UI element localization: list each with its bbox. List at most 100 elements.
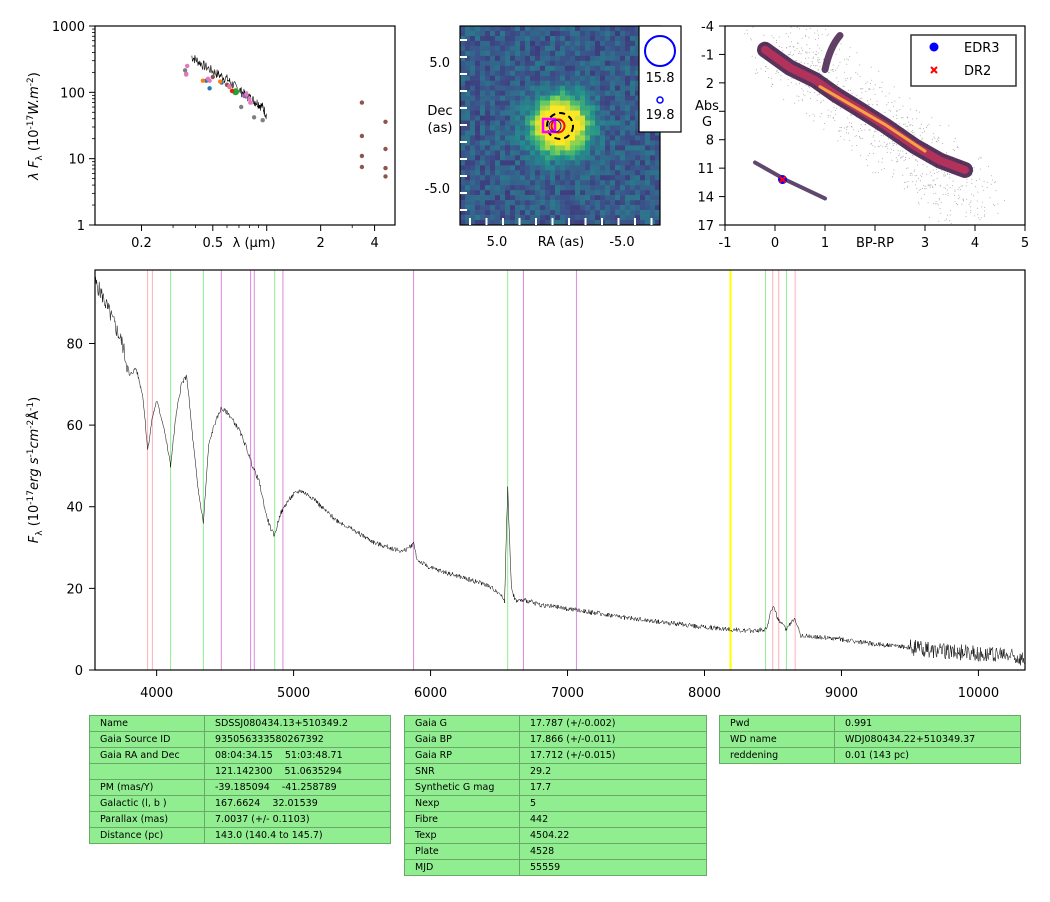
- image-pixels: [460, 26, 661, 226]
- table-value-cell: 08:04:34.15 51:03:48.71: [204, 747, 391, 764]
- sed-xticklabel: 0.5: [202, 236, 223, 251]
- hrd-main-sequence-core: [818, 85, 927, 153]
- sed-yticklabel: 100: [60, 86, 85, 101]
- table-key-cell: Gaia BP: [404, 731, 520, 748]
- hrd-legend: EDR3 DR2: [910, 34, 1017, 87]
- sed-yticklabel: 1000: [52, 20, 85, 35]
- hrd-panel: -4 -1 2 8 11 14 17 -1 0 1 BP-RP 3 4 5 Abs G EDR3 DR2: [695, 20, 1029, 251]
- image-yticklabel: -5.0: [425, 182, 450, 197]
- table-value-cell: SDSSJ080434.13+510349.2: [204, 715, 391, 732]
- hrd-xticklabel: BP-RP: [856, 236, 894, 251]
- spectrum-line: [95, 276, 1025, 666]
- sed-point: [383, 174, 388, 179]
- table-value-cell: 17.787 (+/-0.002): [519, 715, 707, 732]
- table-value-cell: WDJ080434.22+510349.37: [834, 731, 1021, 748]
- table-row: Gaia RP 17.712 (+/-0.015): [404, 747, 707, 764]
- table-row: reddening 0.01 (143 pc): [719, 747, 1021, 764]
- hrd-ylabel-line2: G: [702, 115, 712, 130]
- hrd-yticklabel: 8: [706, 134, 714, 149]
- table-row: Texp 4504.22: [404, 827, 707, 844]
- hrd-legend-box: [910, 34, 1017, 87]
- info-table-2: Gaia G 17.787 (+/-0.002) Gaia BP 17.866 (+/…: [404, 715, 707, 876]
- sed-xticklabel: 2: [317, 236, 325, 251]
- table-key-cell: SNR: [404, 763, 520, 780]
- hrd-point-dr2: [778, 175, 787, 184]
- sed-point: [185, 63, 190, 69]
- hrd-xticklabel: 4: [971, 236, 979, 251]
- table-key-cell: Synthetic G mag: [404, 779, 520, 796]
- hrd-white-dwarf-sequence: [753, 160, 827, 201]
- spectrum-xticklabel: 7000: [551, 686, 584, 701]
- spectrum-yticklabel: 20: [66, 582, 83, 597]
- target-circle-red: [550, 118, 566, 134]
- hrd-xticklabel: 1: [821, 236, 829, 251]
- table-value-cell: 143.0 (140.4 to 145.7): [204, 827, 391, 844]
- table-value-cell: 0.01 (143 pc): [834, 747, 1021, 764]
- hrd-xticklabel: -1: [719, 236, 732, 251]
- image-panel: 5.0 -5.0 5.0 -5.0 RA (as) Dec (as) 15.8 19.8: [425, 25, 682, 250]
- table-key-cell: Gaia RA and Dec: [89, 747, 205, 764]
- table-key-cell: PM (mas/Y): [89, 779, 205, 796]
- sed-panel: 1 10 100 1000 0.2 0.5 λ (μm) 2 4 λ Fλ (10-17W.m-…: [26, 20, 396, 251]
- hrd-xticklabel: 0: [771, 236, 779, 251]
- hrd-yticklabel: -4: [701, 20, 714, 35]
- table-key-cell: Galactic (l, b ): [89, 795, 205, 812]
- table-key-cell: Gaia RP: [404, 747, 520, 764]
- spectrum-xticklabel: 5000: [277, 686, 310, 701]
- spectrum-panel: 0 20 40 60 80 4000 5000 6000 7000 8000 9000 10000 F…: [26, 269, 1026, 701]
- image-legend-label: 19.8: [646, 108, 675, 123]
- table-value-cell: 121.142300 51.0635294: [204, 763, 391, 780]
- sed-point: [359, 133, 365, 139]
- sed-xticklabel: 4: [370, 236, 378, 251]
- hrd-legend-label: EDR3: [964, 41, 1000, 56]
- sed-point: [182, 68, 188, 73]
- sed-point: [260, 118, 265, 123]
- sed-yticklabel: 10: [68, 153, 85, 168]
- sed-frame: [94, 25, 396, 226]
- table-value-cell: 55559: [519, 859, 707, 876]
- table-key-cell: Distance (pc): [89, 827, 205, 844]
- spectrum-yticklabel: 80: [66, 337, 83, 352]
- spectrum-ylabel: Fλ (10-17erg s-1cm-2Å-1): [26, 397, 45, 544]
- table-key-cell: reddening: [719, 747, 835, 764]
- table-row: Pwd 0.991: [719, 715, 1021, 732]
- sed-point: [359, 100, 365, 105]
- sed-yticklabel: 1: [77, 219, 85, 234]
- sed-point: [184, 71, 189, 77]
- table-key-cell: Name: [89, 715, 205, 732]
- table-value-cell: 17.712 (+/-0.015): [519, 747, 707, 764]
- table-value-cell: -39.185094 -41.258789: [204, 779, 391, 796]
- sed-spectrum-line: [191, 55, 267, 120]
- table-value-cell: 29.2: [519, 763, 707, 780]
- table-row: Fibre 442: [404, 811, 707, 828]
- spectrum-xticklabel: 9000: [825, 686, 858, 701]
- table-key-cell: Fibre: [404, 811, 520, 828]
- table-key-cell: Gaia G: [404, 715, 520, 732]
- image-ylabel-line2: (as): [428, 121, 453, 136]
- spectrum-xticklabel: 8000: [688, 686, 721, 701]
- table-value-cell: 442: [519, 811, 707, 828]
- legend-marker-dr2: [930, 66, 938, 74]
- info-table-1: Name SDSSJ080434.13+510349.2 Gaia Source I…: [89, 715, 391, 844]
- table-value-cell: 17.866 (+/-0.011): [519, 731, 707, 748]
- sed-point: [218, 79, 223, 84]
- sed-point: [227, 83, 232, 89]
- table-key-cell: Texp: [404, 827, 520, 844]
- table-row: 121.142300 51.0635294: [89, 763, 391, 780]
- sed-point: [383, 146, 388, 152]
- spectrum-xticklabel: 10000: [958, 686, 999, 701]
- sed-point: [359, 153, 365, 159]
- image-xlabel: RA (as): [538, 235, 584, 250]
- image-legend-label: 15.8: [646, 71, 675, 86]
- table-value-cell: 4528: [519, 843, 707, 860]
- sed-xticklabel: 0.2: [131, 236, 152, 251]
- sed-point: [248, 100, 253, 105]
- table-row: Gaia RA and Dec 08:04:34.15 51:03:48.71: [89, 747, 391, 764]
- sed-point: [229, 88, 235, 94]
- legend-marker-edr3: [929, 42, 939, 52]
- spectrum-frame: [94, 269, 1026, 671]
- sed-point: [207, 86, 212, 91]
- target-square-magenta: [541, 117, 557, 134]
- hrd-xticklabel: 5: [1021, 236, 1029, 251]
- hrd-yticklabel: -1: [701, 48, 714, 63]
